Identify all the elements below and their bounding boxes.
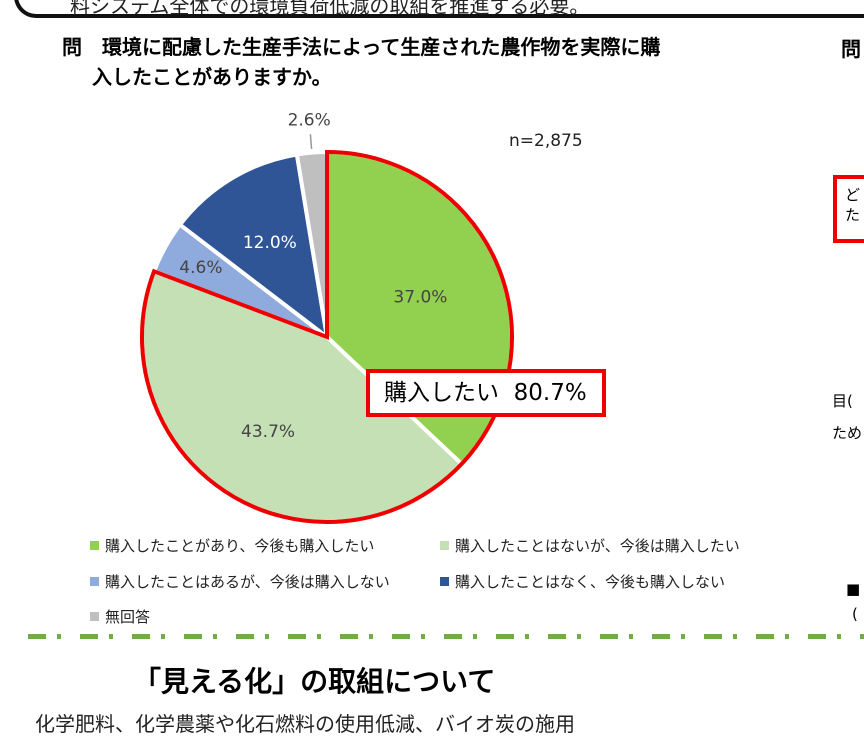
summary-text: 料システム全体での環境負荷低減の取組を推進する必要。	[70, 0, 590, 18]
legend-swatch	[90, 541, 99, 550]
data-label: 12.0%	[243, 233, 297, 253]
legend-swatch	[440, 577, 449, 586]
legend-item: 購入したことはないが、今後は購入したい	[440, 535, 740, 556]
legend-swatch	[90, 577, 99, 586]
right-text-fragment: ■	[846, 580, 861, 598]
right-text-fragment: ため	[832, 424, 863, 442]
data-label: 43.7%	[241, 422, 295, 442]
callout-value: 80.7%	[513, 380, 587, 406]
highlight-outline	[140, 149, 514, 524]
legend-label: 購入したことがあり、今後も購入したい	[105, 537, 375, 555]
legend-item: 無回答	[90, 606, 150, 627]
question-line2: 入したことがありますか。	[92, 65, 332, 89]
legend-label: 購入したことはあるが、今後は購入しない	[105, 573, 390, 591]
right-red-box: どた	[833, 175, 864, 243]
data-label: 37.0%	[393, 288, 447, 308]
dashed-divider	[28, 634, 864, 639]
data-label: 4.6%	[179, 258, 222, 278]
right-box-text: ど	[845, 186, 861, 204]
section-body: 化学肥料、化学農薬や化石燃料の使用低減、バイオ炭の施用	[35, 712, 575, 736]
leader-line	[309, 134, 313, 149]
callout-label: 購入したい	[384, 380, 499, 406]
highlight-callout: 購入したい 80.7%	[366, 369, 606, 417]
section-title: 「見える化」の取組について	[133, 665, 496, 698]
legend-label: 無回答	[105, 608, 151, 626]
legend-item: 購入したことはあるが、今後は購入しない	[90, 571, 390, 592]
legend-label: 購入したことはなく、今後も購入しない	[455, 573, 726, 591]
legend-item: 購入したことはなく、今後も購入しない	[440, 571, 725, 592]
legend-swatch	[440, 541, 449, 550]
right-box-text: た	[845, 206, 861, 224]
right-text-fragment: (	[852, 605, 858, 623]
legend-label: 購入したことはないが、今後は購入したい	[455, 537, 740, 555]
data-label: 2.6%	[288, 110, 331, 130]
pie-slice	[177, 152, 330, 342]
right-question-fragment: 問	[841, 37, 861, 61]
legend-item: 購入したことがあり、今後も購入したい	[90, 535, 374, 556]
right-text-fragment: 目(	[832, 392, 853, 410]
sample-size: n=2,875	[509, 131, 583, 151]
legend-swatch	[90, 612, 99, 621]
question-line1: 問 環境に配慮した生産手法によって生産された農作物を実際に購	[62, 35, 661, 59]
